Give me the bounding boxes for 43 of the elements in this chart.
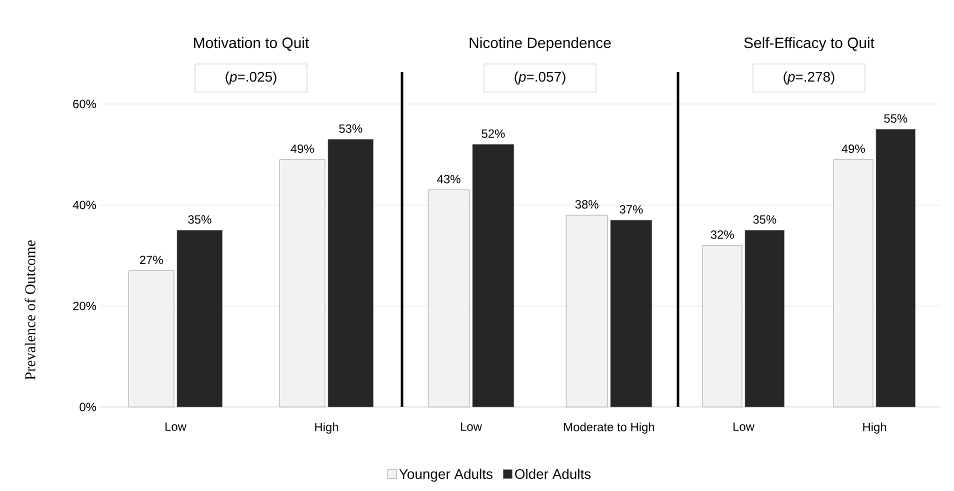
- bar: [610, 220, 652, 408]
- bar: [834, 159, 874, 408]
- legend-label: Older Adults: [515, 468, 591, 479]
- data-label: 49%: [290, 144, 314, 154]
- bar: [876, 129, 916, 408]
- bar: [744, 230, 785, 408]
- x-tick-label: High: [863, 422, 886, 434]
- y-tick-label: 40%: [72, 200, 96, 210]
- bar: [472, 144, 514, 408]
- bar: [176, 230, 223, 408]
- bar: [428, 190, 470, 408]
- chart-title: Nicotine Dependence: [470, 37, 611, 52]
- data-label: 52%: [482, 129, 505, 138]
- data-label: 49%: [842, 144, 865, 154]
- y-tick-label: 20%: [73, 302, 96, 310]
- bar: [328, 139, 374, 408]
- data-label: 27%: [140, 256, 163, 264]
- data-label: 55%: [884, 114, 908, 123]
- bar: [702, 245, 742, 408]
- x-tick-label: Low: [166, 422, 186, 431]
- y-tick-label: 0%: [80, 402, 96, 412]
- text: (p=.278): [784, 71, 834, 84]
- bar: [566, 214, 608, 408]
- y-tick-label: 60%: [73, 100, 96, 108]
- x-tick-label: Moderate to High: [564, 422, 654, 434]
- legend-label: Younger Adults: [399, 468, 492, 482]
- x-tick-label: Low: [734, 422, 754, 431]
- bar: [128, 270, 174, 408]
- chart-title: Motivation to Quit: [194, 37, 310, 51]
- data-label: 53%: [339, 124, 362, 133]
- text: (p=.057): [514, 71, 566, 84]
- data-label: 37%: [620, 205, 643, 214]
- data-label: 35%: [188, 215, 212, 224]
- data-label: 35%: [753, 215, 776, 224]
- x-tick-label: Low: [461, 422, 482, 431]
- data-label: 32%: [710, 230, 734, 239]
- x-tick-label: High: [315, 422, 338, 434]
- data-label: 38%: [575, 200, 598, 209]
- text: (p=.025): [226, 71, 276, 84]
- chart-title: Self-Efficacy to Quit: [744, 37, 874, 52]
- data-label: 43%: [437, 174, 460, 184]
- y-axis-title: Prevalence of Outcome: [24, 240, 36, 380]
- bar: [280, 159, 326, 408]
